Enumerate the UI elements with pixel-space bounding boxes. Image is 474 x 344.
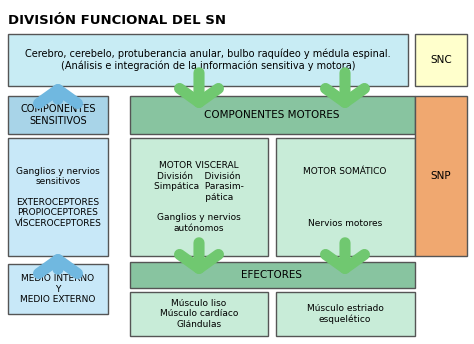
Bar bbox=[276, 138, 415, 256]
Bar bbox=[276, 292, 415, 336]
Text: COMPONENTES MOTORES: COMPONENTES MOTORES bbox=[204, 110, 340, 120]
Bar bbox=[130, 292, 268, 336]
Bar bbox=[8, 264, 108, 314]
Bar bbox=[130, 138, 268, 256]
Text: COMPONENTES
SENSITIVOS: COMPONENTES SENSITIVOS bbox=[20, 104, 96, 126]
Text: Ganglios y nervios
sensitivos

EXTEROCEPTORES
PROPIOCEPTORES
VÍSCEROCEPTORES: Ganglios y nervios sensitivos EXTEROCEPT… bbox=[15, 166, 101, 227]
Text: EFECTORES: EFECTORES bbox=[241, 270, 302, 280]
Bar bbox=[415, 96, 467, 256]
Bar bbox=[8, 138, 108, 256]
Bar bbox=[130, 262, 415, 288]
Text: SNP: SNP bbox=[431, 171, 451, 181]
Text: Músculo estriado
esquelético: Músculo estriado esquelético bbox=[307, 304, 383, 324]
Bar bbox=[8, 34, 408, 86]
Text: DIVISIÓN FUNCIONAL DEL SN: DIVISIÓN FUNCIONAL DEL SN bbox=[8, 14, 226, 27]
Text: MEDIO INTERNO
Y
MEDIO EXTERNO: MEDIO INTERNO Y MEDIO EXTERNO bbox=[20, 274, 96, 304]
Text: Cerebro, cerebelo, protuberancia anular, bulbo raquídeo y médula espinal.
(Análi: Cerebro, cerebelo, protuberancia anular,… bbox=[25, 49, 391, 71]
Text: MOTOR VISCERAL
División    División
Simpática  Parasim-
              pática

Ga: MOTOR VISCERAL División División Simpáti… bbox=[154, 161, 244, 233]
Text: Músculo liso
Músculo cardíaco
Glándulas: Músculo liso Músculo cardíaco Glándulas bbox=[160, 299, 238, 329]
Text: SNC: SNC bbox=[430, 55, 452, 65]
Bar bbox=[130, 96, 415, 134]
Bar bbox=[415, 34, 467, 86]
Text: MOTOR SOMÁTICO




Nervios motores: MOTOR SOMÁTICO Nervios motores bbox=[303, 166, 387, 227]
Bar bbox=[8, 96, 108, 134]
